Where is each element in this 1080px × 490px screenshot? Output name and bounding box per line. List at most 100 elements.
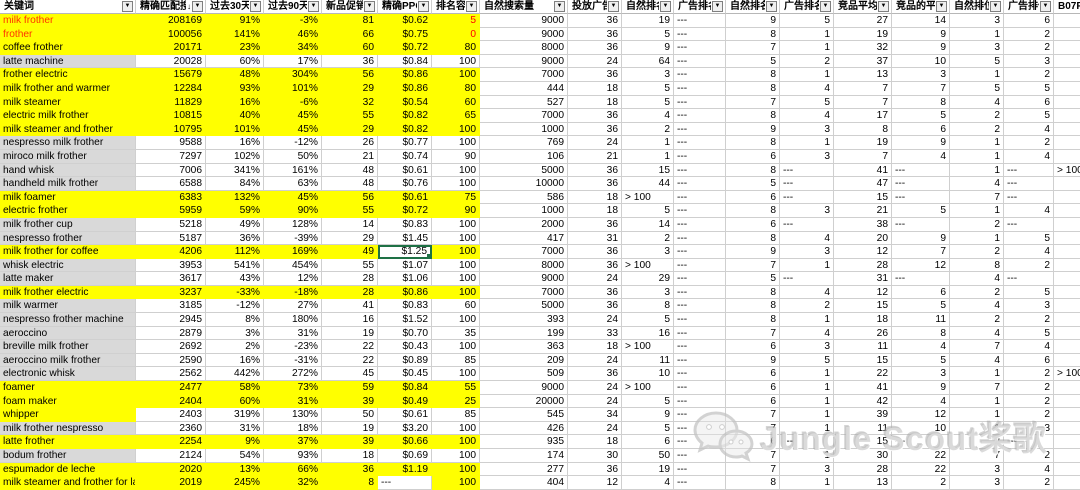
value-cell[interactable]: 6: [726, 394, 780, 409]
value-cell[interactable]: 5: [432, 14, 480, 28]
value-cell[interactable]: 9: [1054, 449, 1080, 463]
value-cell[interactable]: 1: [950, 136, 1004, 150]
value-cell[interactable]: $0.89: [378, 353, 432, 368]
value-cell[interactable]: 2: [1004, 27, 1054, 42]
value-cell[interactable]: 35: [432, 326, 480, 341]
keyword-cell[interactable]: milk steamer: [0, 95, 136, 110]
keyword-cell[interactable]: whisk electric: [0, 258, 136, 273]
value-cell[interactable]: 14: [322, 217, 378, 232]
value-cell[interactable]: 8: [892, 95, 950, 110]
keyword-cell[interactable]: whipper: [0, 408, 136, 422]
value-cell[interactable]: 12: [834, 285, 892, 300]
value-cell[interactable]: 1: [1054, 122, 1080, 137]
value-cell[interactable]: 2: [1004, 41, 1054, 55]
value-cell[interactable]: 1: [780, 136, 834, 150]
value-cell[interactable]: 37: [834, 54, 892, 69]
value-cell[interactable]: 24: [568, 313, 622, 327]
value-cell[interactable]: 3237: [136, 285, 206, 300]
value-cell[interactable]: 55: [322, 109, 378, 123]
value-cell[interactable]: 8: [622, 299, 674, 314]
value-cell[interactable]: 100: [432, 163, 480, 178]
value-cell[interactable]: 1: [780, 449, 834, 463]
value-cell[interactable]: ---: [674, 258, 726, 273]
value-cell[interactable]: 1: [950, 163, 1004, 178]
value-cell[interactable]: 100: [432, 449, 480, 463]
value-cell[interactable]: 527: [480, 95, 568, 110]
value-cell[interactable]: 6383: [136, 190, 206, 205]
value-cell[interactable]: 1000: [480, 122, 568, 137]
value-cell[interactable]: > 100: [622, 190, 674, 205]
value-cell[interactable]: 4: [622, 476, 674, 490]
value-cell[interactable]: 15: [834, 353, 892, 368]
value-cell[interactable]: 5: [622, 313, 674, 327]
value-cell[interactable]: 12%: [264, 272, 322, 286]
value-cell[interactable]: 3: [780, 340, 834, 354]
value-cell[interactable]: 6: [1054, 27, 1080, 42]
value-cell[interactable]: 1: [780, 27, 834, 42]
value-cell[interactable]: 36: [568, 245, 622, 259]
value-cell[interactable]: 17%: [264, 54, 322, 69]
value-cell[interactable]: 6: [726, 367, 780, 382]
value-cell[interactable]: 8: [726, 299, 780, 314]
value-cell[interactable]: 9%: [206, 435, 264, 449]
value-cell[interactable]: 12: [892, 408, 950, 422]
value-cell[interactable]: 45%: [264, 122, 322, 137]
value-cell[interactable]: $1.45: [378, 231, 432, 246]
value-cell[interactable]: 209: [480, 353, 568, 368]
value-cell[interactable]: 4: [780, 231, 834, 246]
value-cell[interactable]: 1: [780, 394, 834, 409]
value-cell[interactable]: 4: [1004, 204, 1054, 218]
value-cell[interactable]: 60%: [206, 54, 264, 69]
value-cell[interactable]: $0.86: [378, 285, 432, 300]
value-cell[interactable]: 8: [726, 313, 780, 327]
value-cell[interactable]: 2590: [136, 353, 206, 368]
value-cell[interactable]: $0.62: [378, 14, 432, 28]
value-cell[interactable]: 10: [892, 54, 950, 69]
value-cell[interactable]: 32: [322, 95, 378, 110]
value-cell[interactable]: 3%: [206, 326, 264, 341]
value-cell[interactable]: 2: [1004, 449, 1054, 463]
value-cell[interactable]: ---: [674, 299, 726, 314]
value-cell[interactable]: 319%: [206, 408, 264, 422]
value-cell[interactable]: 2: [622, 231, 674, 246]
value-cell[interactable]: ---: [1004, 272, 1054, 286]
value-cell[interactable]: $1.06: [378, 272, 432, 286]
value-cell[interactable]: 15: [1054, 408, 1080, 422]
value-cell[interactable]: 100: [432, 272, 480, 286]
value-cell[interactable]: 24: [568, 394, 622, 409]
value-cell[interactable]: 7: [892, 245, 950, 259]
value-cell[interactable]: ---: [674, 68, 726, 82]
value-cell[interactable]: 245%: [206, 476, 264, 490]
value-cell[interactable]: 1: [780, 313, 834, 327]
value-cell[interactable]: 1: [780, 381, 834, 395]
value-cell[interactable]: 37: [1054, 381, 1080, 395]
value-cell[interactable]: 8: [726, 476, 780, 490]
value-cell[interactable]: ---: [780, 163, 834, 178]
value-cell[interactable]: $1.07: [378, 258, 432, 273]
value-cell[interactable]: 36: [568, 177, 622, 191]
value-cell[interactable]: 13: [834, 68, 892, 82]
value-cell[interactable]: $0.82: [378, 109, 432, 123]
value-cell[interactable]: 30: [568, 449, 622, 463]
value-cell[interactable]: 4: [950, 299, 1004, 314]
value-cell[interactable]: 19: [622, 462, 674, 477]
value-cell[interactable]: 4: [1054, 245, 1080, 259]
value-cell[interactable]: 36: [568, 14, 622, 28]
value-cell[interactable]: 5: [622, 81, 674, 96]
value-cell[interactable]: -18%: [264, 285, 322, 300]
value-cell[interactable]: 3: [780, 462, 834, 477]
value-cell[interactable]: 31%: [264, 394, 322, 409]
value-cell[interactable]: 48: [1054, 272, 1080, 286]
value-cell[interactable]: 9: [892, 381, 950, 395]
value-cell[interactable]: 100: [432, 285, 480, 300]
value-cell[interactable]: ---: [674, 381, 726, 395]
value-cell[interactable]: 48%: [206, 68, 264, 82]
value-cell[interactable]: 7: [950, 190, 1004, 205]
value-cell[interactable]: 21: [568, 149, 622, 164]
value-cell[interactable]: 36: [568, 299, 622, 314]
value-cell[interactable]: 7000: [480, 109, 568, 123]
value-cell[interactable]: 49%: [206, 217, 264, 232]
value-cell[interactable]: 442%: [206, 367, 264, 382]
value-cell[interactable]: 2: [1054, 299, 1080, 314]
value-cell[interactable]: ---: [892, 217, 950, 232]
